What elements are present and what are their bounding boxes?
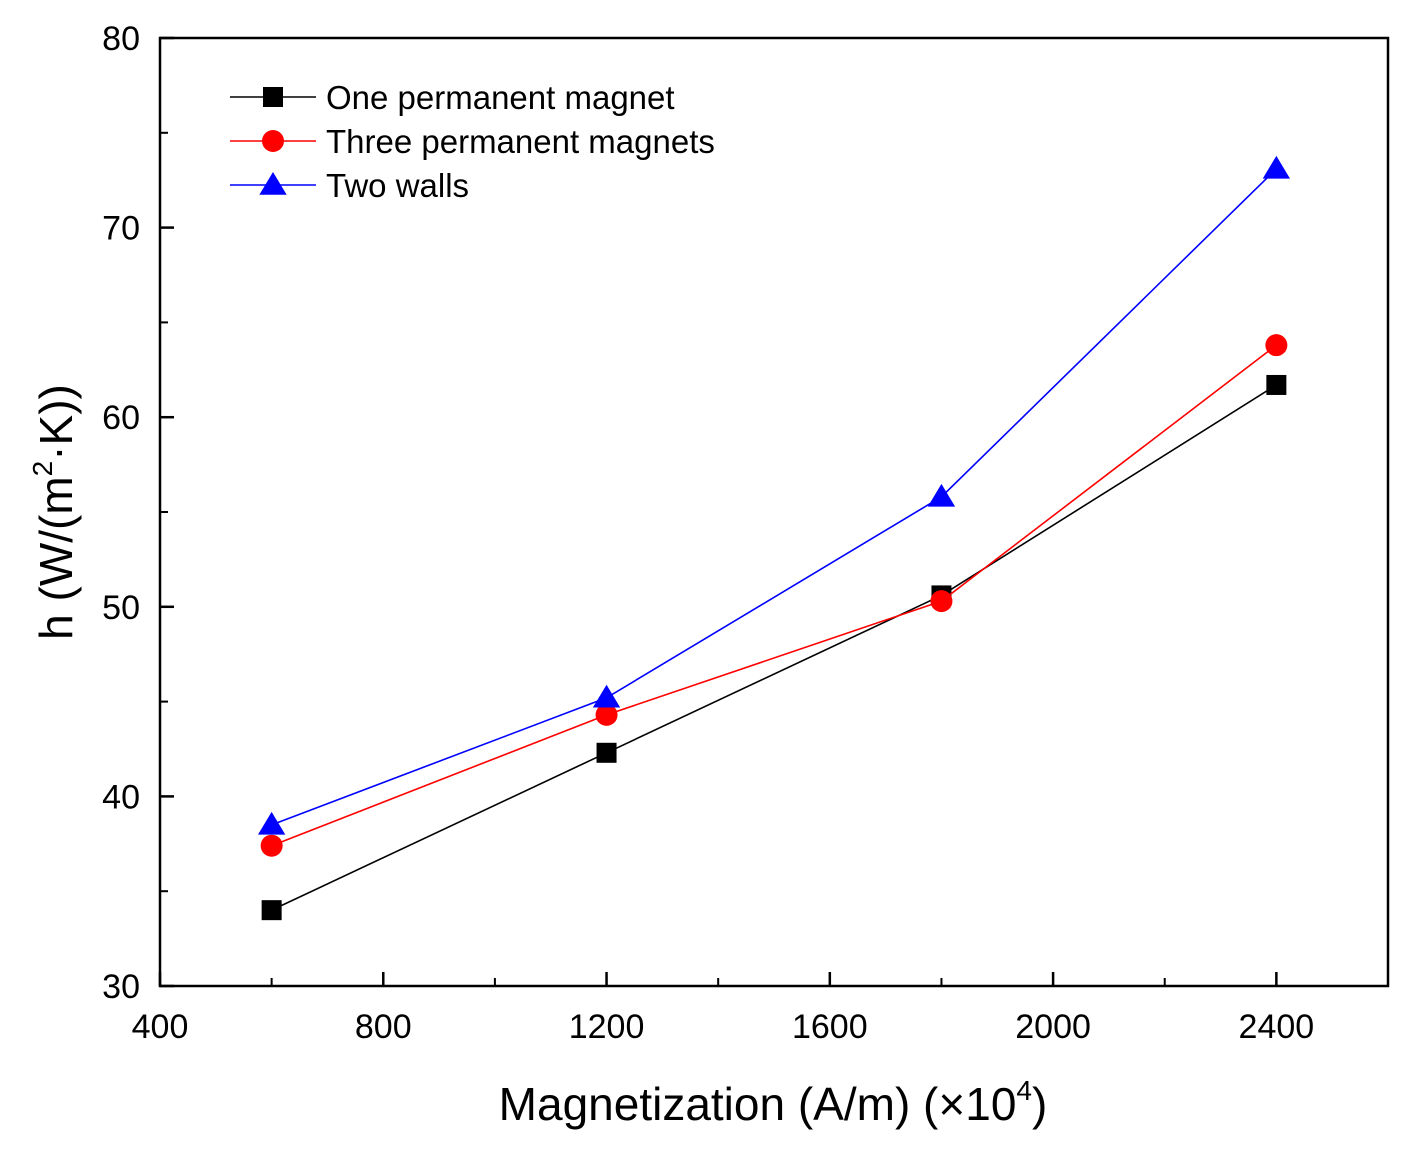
legend-marker [263,87,283,107]
x-tick-label: 400 [132,1008,189,1046]
legend-item: Two walls [230,167,469,204]
x-tick-label: 1200 [569,1008,645,1046]
y-axis-title-main: h (W/(m [30,476,82,640]
data-point [257,811,286,835]
legend-label: Two walls [326,167,469,204]
x-tick-label: 2400 [1239,1008,1315,1046]
axis-tick-labels: 400 800 1200 1600 2000 2400 30 40 50 60 70 80 [102,20,1314,1046]
y-tick-label: 30 [102,968,140,1006]
series-line [271,344,1277,847]
y-axis-title-end: ·K)) [30,384,82,461]
data-point [260,834,283,857]
data-point [1262,155,1291,179]
y-tick-label: 80 [102,20,140,58]
series-line [271,168,1277,826]
y-axis-title: h (W/(m2·K)) [27,384,82,640]
x-tick-label: 1600 [792,1008,868,1046]
series-1 [260,334,1288,857]
y-tick-label: 60 [102,399,140,437]
legend-label: One permanent magnet [326,79,675,116]
data-point [261,900,282,921]
x-axis-title-main: Magnetization (A/m) (×10 [499,1078,1017,1130]
data-point [930,590,953,613]
data-point [927,483,956,507]
series-layer [257,155,1291,921]
data-point [596,742,617,763]
x-axis-title-end: ) [1032,1078,1047,1130]
data-point [1266,374,1287,395]
data-point [592,684,621,708]
y-tick-label: 70 [102,210,140,248]
data-point [595,703,618,726]
data-point [1265,334,1288,357]
legend-marker [259,172,287,195]
x-axis-title-sup: 4 [1016,1075,1032,1106]
y-tick-label: 40 [102,778,140,816]
legend-item: One permanent magnet [230,79,675,116]
y-tick-label: 50 [102,589,140,627]
x-tick-label: 800 [355,1008,412,1046]
axis-ticks [158,36,1278,988]
legend-marker [262,130,284,152]
series-0 [261,374,1287,921]
legend-item: Three permanent magnets [230,123,715,160]
legend: One permanent magnet Three permanent magn… [230,79,715,204]
y-axis-title-sup: 2 [27,461,58,477]
legend-label: Three permanent magnets [326,123,715,160]
x-axis-title: Magnetization (A/m) (×104) [499,1075,1048,1130]
series-2 [257,155,1291,835]
x-tick-label: 2000 [1015,1008,1091,1046]
series-line [271,384,1277,911]
